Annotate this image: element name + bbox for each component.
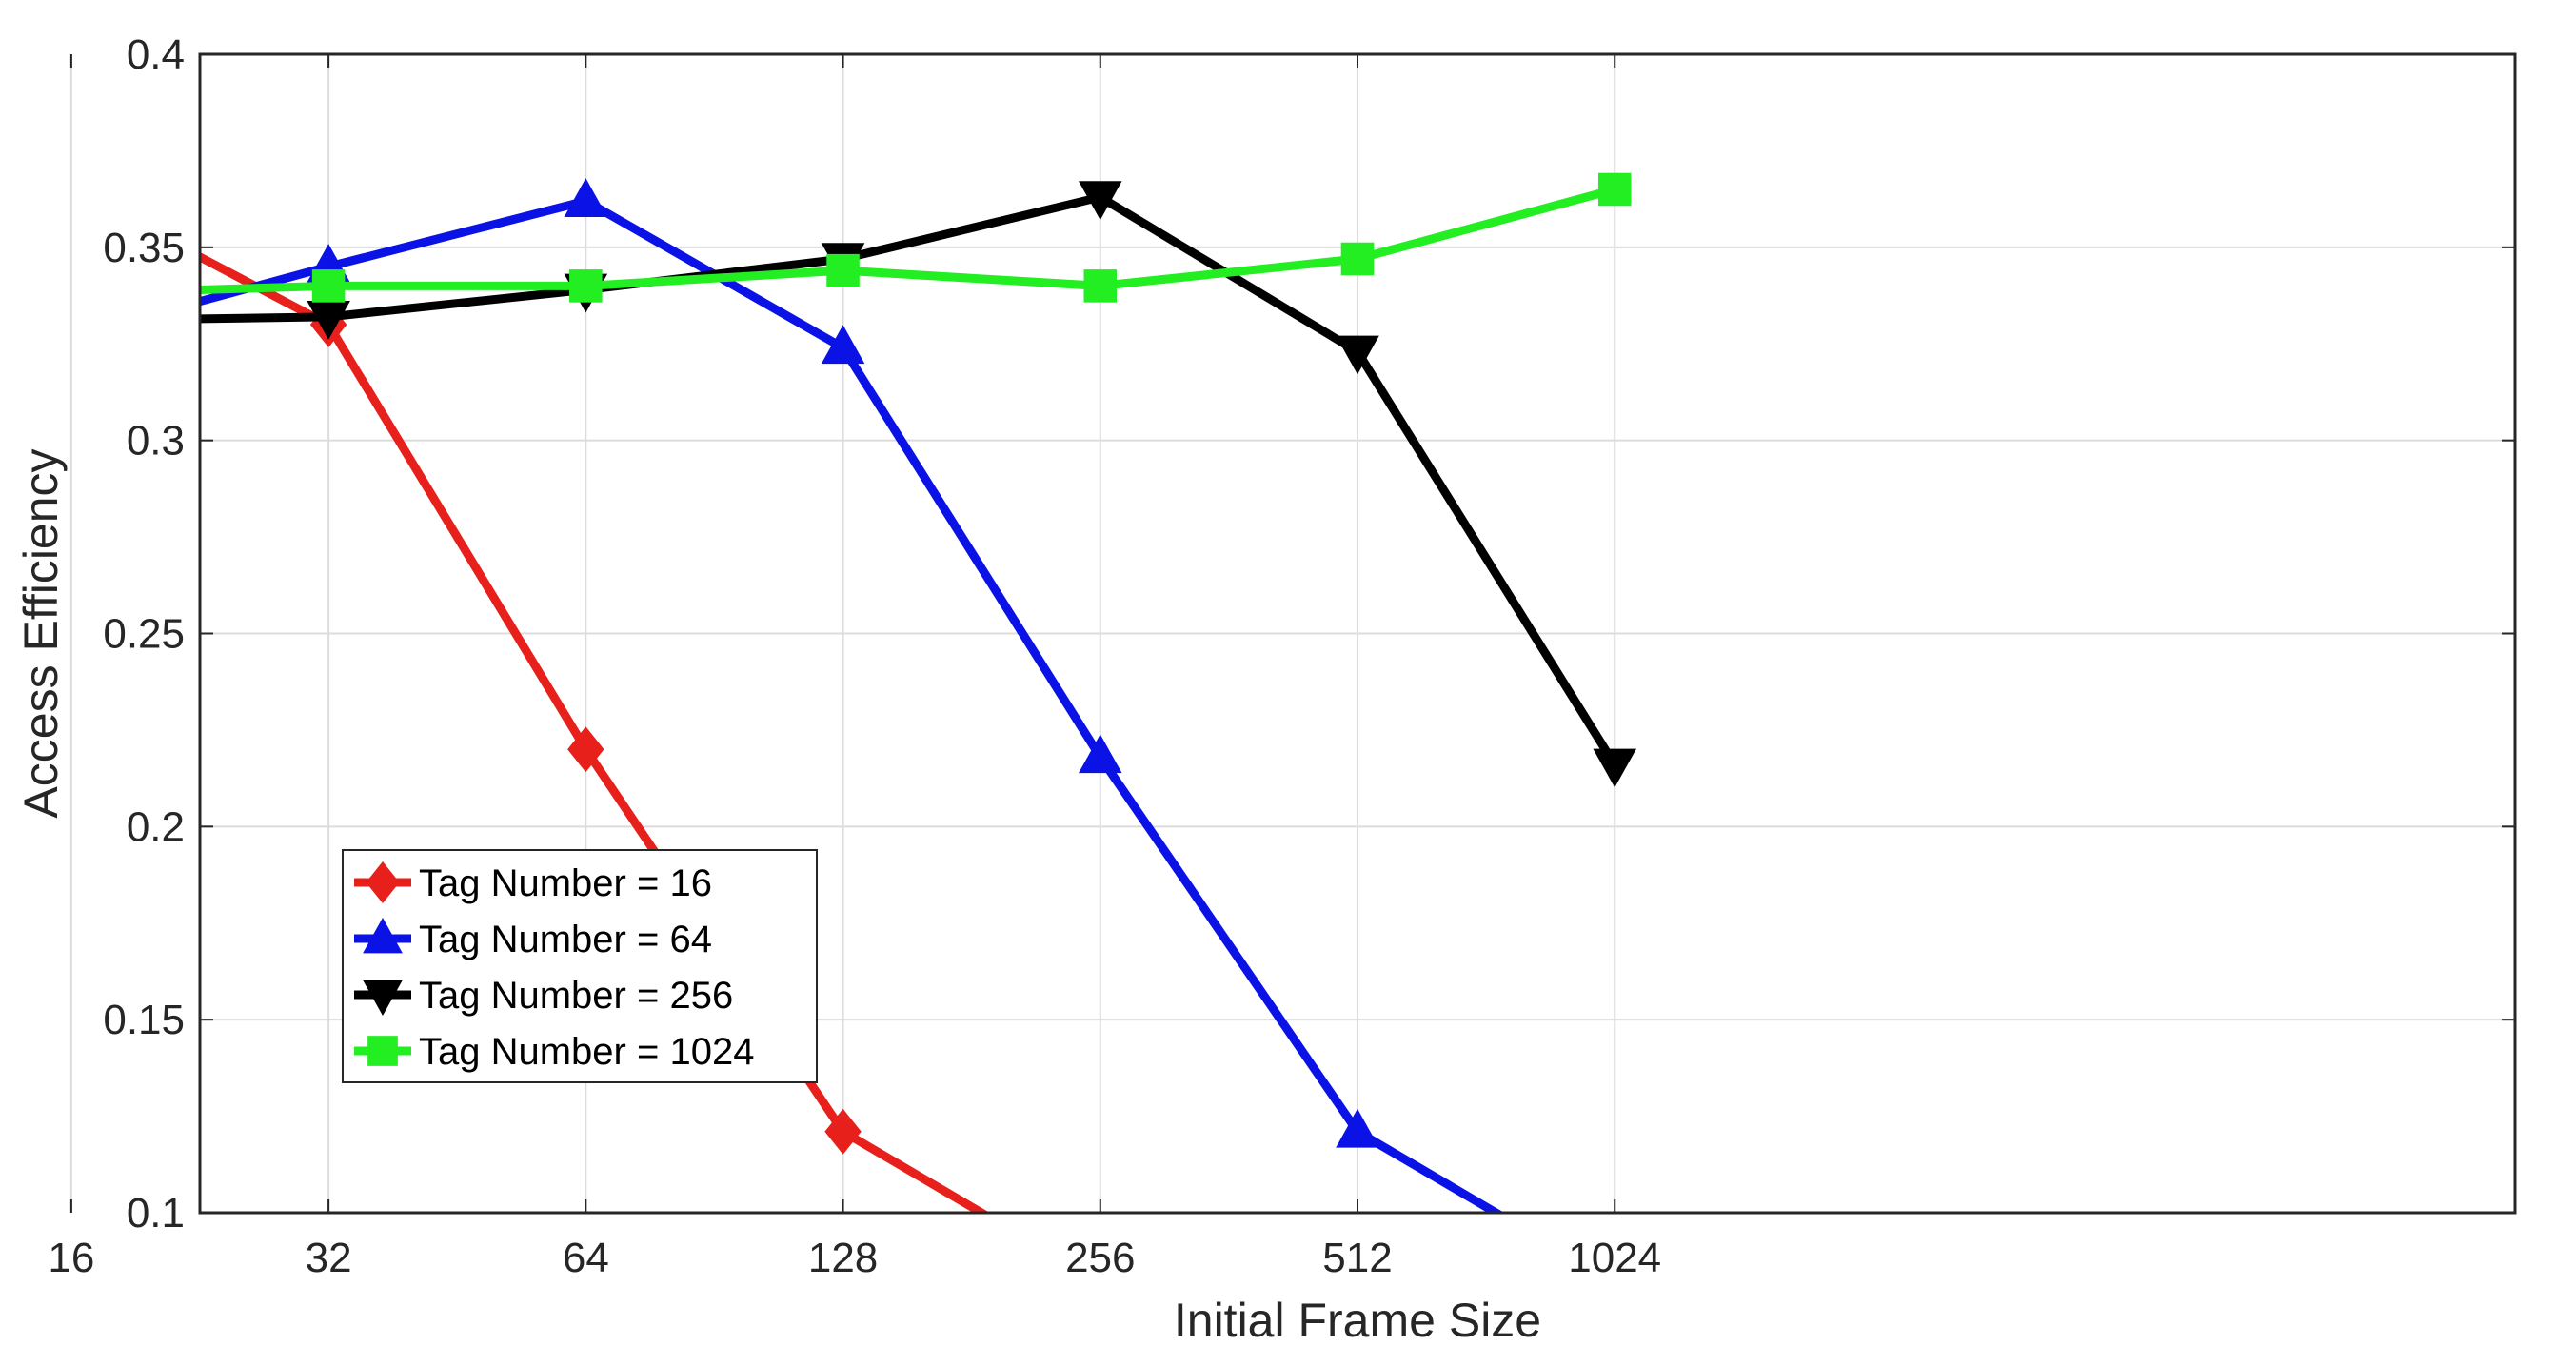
data-point — [567, 726, 604, 773]
x-tick-label: 32 — [306, 1235, 352, 1281]
legend-item: Tag Number = 64 — [354, 918, 712, 960]
data-point — [1078, 181, 1122, 221]
legend: Tag Number = 16 Tag Number = 64 Tag Number… — [342, 849, 818, 1083]
legend-marker — [363, 980, 403, 1016]
axis-ticks: 4816326412825651210240.10.150.20.250.30.… — [48, 31, 2515, 1281]
legend-label: Tag Number = 256 — [419, 975, 733, 1017]
y-tick-label: 0.2 — [127, 803, 185, 850]
data-point — [824, 1108, 862, 1155]
x-tick-label: 1024 — [1568, 1235, 1661, 1281]
data-point — [1336, 1108, 1379, 1148]
legend-marker — [366, 861, 400, 903]
x-tick-label: 256 — [1065, 1235, 1135, 1281]
legend-label: Tag Number = 64 — [419, 919, 712, 960]
data-point — [1593, 748, 1637, 788]
y-tick-label: 0.1 — [127, 1190, 185, 1237]
series-layer — [200, 172, 1637, 1213]
data-point — [307, 301, 350, 340]
x-tick-label: 512 — [1322, 1235, 1392, 1281]
y-tick-label: 0.35 — [103, 225, 185, 271]
legend-label: Tag Number = 16 — [419, 862, 712, 904]
data-point — [1078, 734, 1122, 774]
x-tick-label: 128 — [808, 1235, 878, 1281]
x-axis-title: Initial Frame Size — [1174, 1294, 1541, 1347]
data-point — [821, 325, 865, 365]
y-axis-title: Access Efficiency — [14, 448, 68, 818]
y-tick-label: 0.25 — [103, 611, 185, 658]
data-point — [569, 269, 603, 303]
legend-label: Tag Number = 1024 — [419, 1031, 754, 1073]
data-point — [311, 269, 346, 303]
y-tick-label: 0.15 — [103, 997, 185, 1043]
legend-item: Tag Number = 256 — [354, 975, 733, 1017]
data-point — [826, 253, 860, 287]
y-tick-label: 0.4 — [127, 31, 185, 78]
legend-item: Tag Number = 1024 — [354, 1031, 754, 1073]
legend-marker — [363, 918, 403, 954]
y-tick-label: 0.3 — [127, 418, 185, 465]
x-tick-label: 16 — [48, 1235, 94, 1281]
x-tick-label: 64 — [563, 1235, 609, 1281]
legend-box — [342, 849, 818, 1083]
data-point — [1597, 172, 1632, 207]
legend-marker — [367, 1036, 398, 1066]
data-point — [1340, 242, 1375, 276]
data-point — [564, 178, 608, 217]
legend-item: Tag Number = 16 — [354, 861, 712, 904]
series-tag-number--1024 — [200, 172, 1632, 303]
data-point — [1336, 335, 1379, 375]
data-point — [1083, 269, 1118, 303]
